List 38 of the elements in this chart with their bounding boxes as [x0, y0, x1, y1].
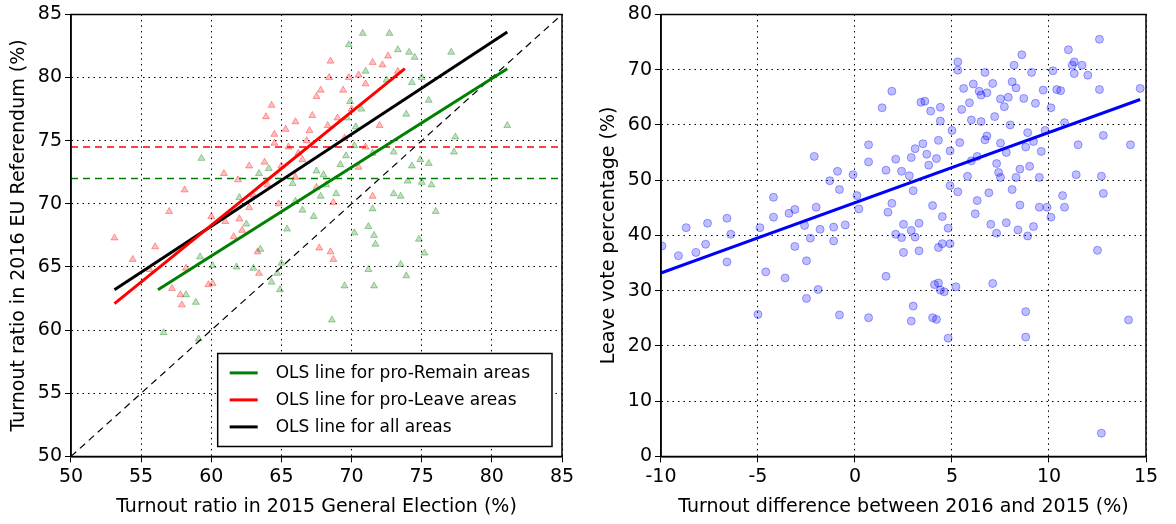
legend-label: OLS line for pro-Remain areas — [275, 362, 531, 383]
y-tick-label: 10 — [627, 388, 652, 411]
x-tick-label: 10 — [1036, 463, 1062, 486]
y-tick-label: 60 — [627, 111, 652, 134]
x-axis-title: Turnout ratio in 2015 General Election (%) — [115, 493, 517, 516]
x-tick-label: 70 — [339, 463, 364, 486]
y-tick-label: 20 — [627, 332, 652, 355]
y-tick-label: 65 — [37, 253, 62, 276]
y-tick-label: 70 — [627, 56, 652, 79]
x-tick-label: 60 — [199, 463, 224, 486]
x-axis-title: Turnout difference between 2016 and 2015 (%) — [677, 493, 1129, 516]
x-tick-label: -10 — [645, 463, 677, 486]
y-axis-title: Turnout ratio in 2016 EU Referendum (%) — [6, 39, 29, 433]
x-tick-label: 65 — [269, 463, 294, 486]
x-tick-label: 0 — [848, 463, 862, 486]
y-tick-label: 40 — [627, 222, 652, 245]
x-tick-label: 80 — [479, 463, 504, 486]
y-tick-label: 70 — [37, 190, 62, 213]
x-tick-label: 85 — [549, 463, 575, 486]
legend-label: OLS line for all areas — [275, 416, 452, 437]
x-tick-label: 15 — [1133, 463, 1159, 486]
y-tick-label: 75 — [37, 127, 62, 150]
y-tick-label: 0 — [639, 443, 652, 466]
y-axis-title: Leave vote percentage (%) — [596, 106, 619, 365]
y-tick-label: 80 — [37, 64, 62, 87]
x-tick-label: 55 — [129, 463, 154, 486]
y-tick-label: 80 — [627, 1, 652, 24]
x-tick-label: 75 — [409, 463, 434, 486]
y-tick-label: 50 — [37, 443, 62, 466]
y-tick-label: 85 — [37, 1, 62, 24]
x-tick-label: 5 — [945, 463, 959, 486]
legend-label: OLS line for pro-Leave areas — [275, 389, 517, 410]
y-tick-label: 55 — [37, 380, 62, 403]
y-tick-label: 60 — [37, 317, 62, 340]
x-tick-label: -5 — [748, 463, 768, 486]
y-tick-label: 30 — [627, 277, 652, 300]
y-tick-label: 50 — [627, 167, 652, 190]
x-tick-label: 50 — [58, 463, 84, 486]
